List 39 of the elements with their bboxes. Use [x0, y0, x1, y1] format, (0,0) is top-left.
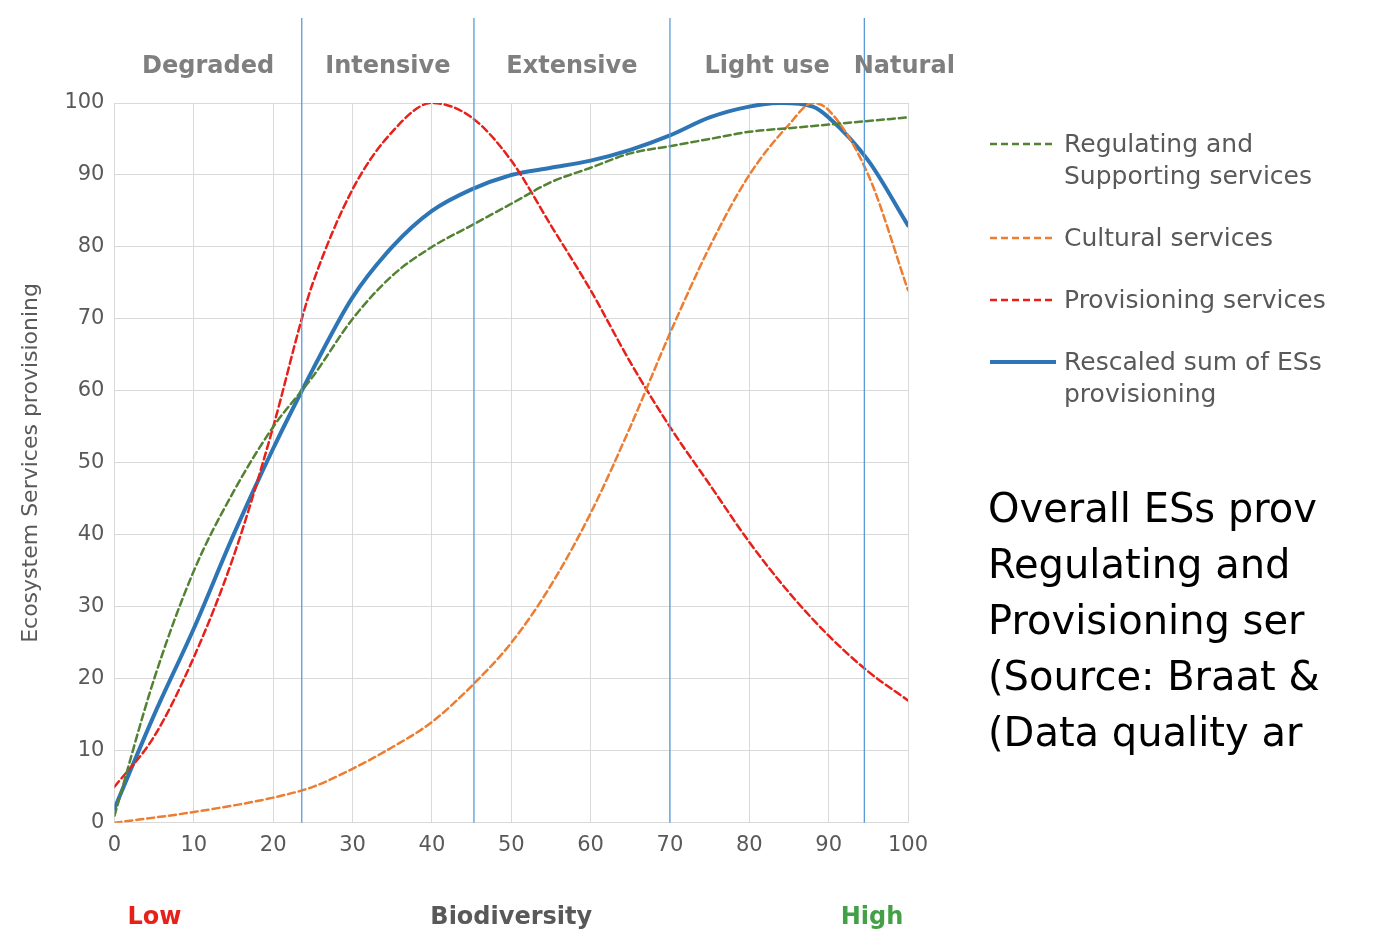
x-tick-label: 0	[107, 831, 122, 856]
text: Low	[127, 902, 182, 931]
y-tick-label: 0	[91, 809, 105, 834]
y-tick-label: 70	[77, 305, 105, 330]
x-tick-label: 30	[339, 831, 366, 856]
text: High	[840, 902, 904, 931]
x-tick-label: 60	[577, 831, 604, 856]
x-tick-label: 50	[497, 831, 525, 856]
y-axis-title: Ecosystem Services provisioning	[16, 282, 42, 643]
y-tick-label: 80	[77, 233, 105, 258]
legend-label: Regulating and Supporting services	[1064, 128, 1313, 192]
y-tick-label: 40	[77, 521, 105, 546]
y-tick-label: 90	[77, 161, 105, 186]
text: Regulating and	[988, 540, 1292, 589]
text: Degraded	[142, 51, 275, 80]
x-axis-title: Biodiversity	[430, 902, 593, 931]
x-tick-label: 90	[815, 831, 843, 856]
text: (Source: Braat &	[988, 652, 1321, 701]
y-tick-label: 30	[77, 593, 105, 618]
y-tick-label: 100	[64, 89, 105, 114]
x-tick-label: 80	[735, 831, 763, 856]
legend-label: Provisioning services	[1064, 284, 1326, 316]
x-tick-label: 10	[180, 831, 208, 856]
legend-label: Cultural services	[1064, 222, 1273, 254]
text: Provisioning ser	[988, 596, 1306, 645]
text: (Data quality ar	[988, 708, 1304, 757]
text: Light use	[704, 51, 830, 80]
x-tick-label: 70	[656, 831, 684, 856]
text: Intensive	[325, 51, 451, 80]
y-tick-label: 10	[77, 737, 105, 762]
x-tick-label: 20	[259, 831, 287, 856]
text: Extensive	[506, 51, 638, 80]
x-tick-label: 40	[418, 831, 446, 856]
legend-label: Rescaled sum of ESs provisioning	[1064, 346, 1323, 410]
x-tick-label: 100	[887, 831, 929, 856]
text: Overall ESs prov	[988, 484, 1318, 533]
y-tick-label: 60	[77, 377, 105, 402]
y-tick-label: 20	[77, 665, 105, 690]
y-tick-label: 50	[77, 449, 105, 474]
